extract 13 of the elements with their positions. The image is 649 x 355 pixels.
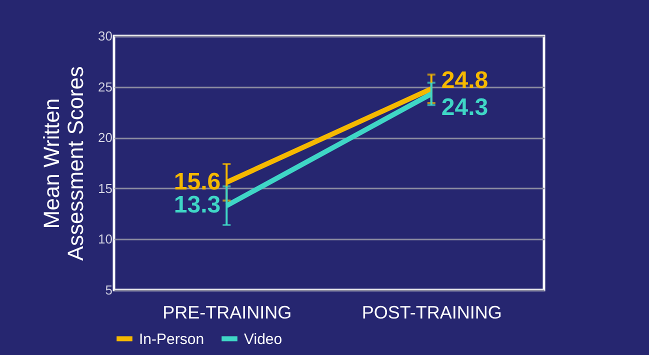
x-tick-label: POST-TRAINING bbox=[362, 302, 502, 322]
y-tick-label: 10 bbox=[98, 232, 112, 247]
legend-label: Video bbox=[244, 330, 282, 348]
y-tick-label: 30 bbox=[98, 28, 112, 44]
data-label: 24.8 bbox=[441, 66, 488, 94]
y-tick-label: 25 bbox=[98, 79, 112, 94]
legend-label: In-Person bbox=[139, 330, 204, 348]
y-tick-label: 15 bbox=[98, 180, 112, 196]
data-label: 24.3 bbox=[441, 94, 488, 121]
y-tick-label: 5 bbox=[105, 282, 112, 298]
y-tick-label: 20 bbox=[98, 130, 112, 146]
x-tick-label: PRE-TRAINING bbox=[162, 302, 292, 322]
y-axis-title: Mean Written Assessment Scores bbox=[39, 66, 88, 261]
